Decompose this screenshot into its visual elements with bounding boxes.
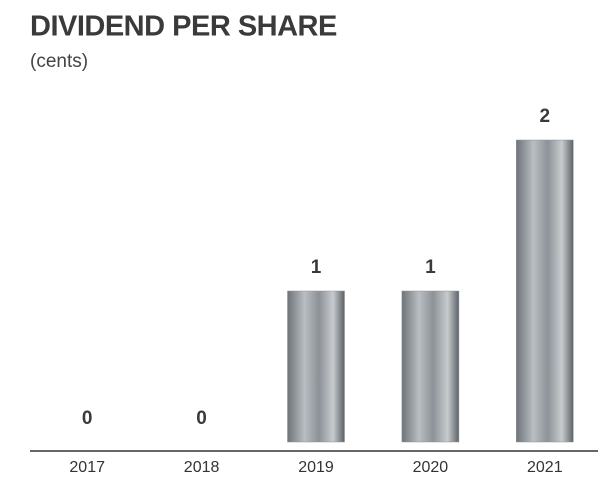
value-label: 2 xyxy=(540,106,551,127)
chart: DIVIDEND PER SHARE (cents) 2017 0 2018 0 201… xyxy=(0,0,598,477)
x-tick-label: 2019 xyxy=(298,459,334,476)
value-label: 1 xyxy=(425,257,436,278)
value-label: 0 xyxy=(82,408,93,429)
value-label: 0 xyxy=(196,408,207,429)
value-label: 1 xyxy=(311,257,322,278)
chart-title: DIVIDEND PER SHARE xyxy=(30,11,337,43)
bar xyxy=(516,140,573,442)
x-tick-label: 2017 xyxy=(69,459,105,476)
bar xyxy=(288,291,345,442)
bar xyxy=(402,291,459,442)
x-tick-label: 2018 xyxy=(184,459,220,476)
chart-subtitle: (cents) xyxy=(30,51,88,72)
x-tick-label: 2020 xyxy=(413,459,449,476)
x-tick-label: 2021 xyxy=(527,459,563,476)
